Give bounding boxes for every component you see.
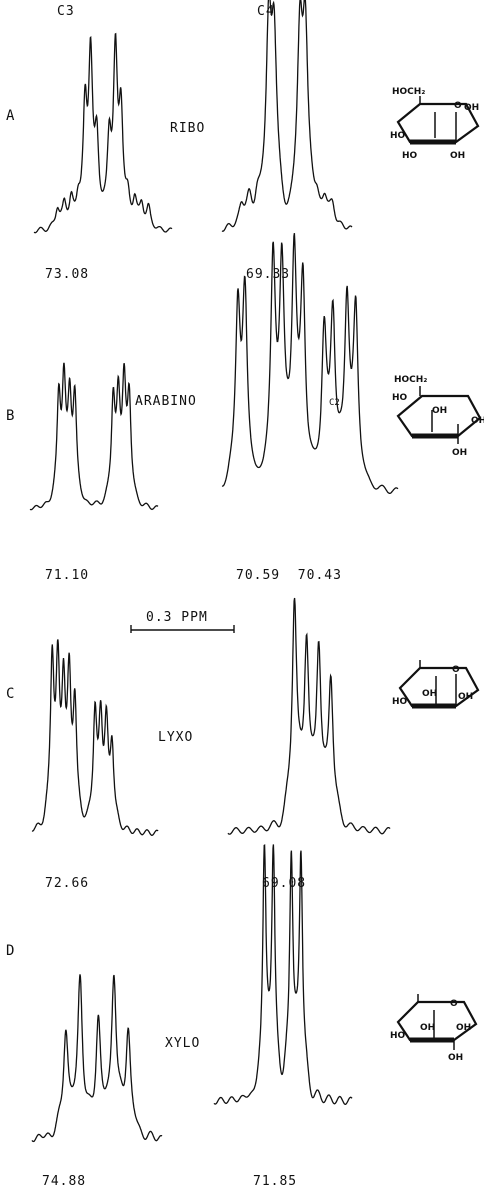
c2-label: C2 (329, 398, 340, 408)
compound-name-lyxo: LYXO (158, 730, 194, 745)
struct-c-ring-o: O (452, 665, 460, 675)
panel-label-c: C (6, 686, 16, 702)
column-header-c4: C4 (257, 4, 275, 19)
compound-name-arabino: ARABINO (135, 394, 197, 409)
c4-shift-b: 70.59 70.43 (236, 568, 342, 583)
c3-shift-c: 72.66 (45, 876, 90, 891)
compound-name-ribo: RIBO (170, 121, 206, 136)
struct-a-b1: HO (402, 151, 418, 161)
struct-a-left: HO (390, 131, 406, 141)
spectrum-c-c4 (227, 597, 391, 835)
c3-shift-d: 74.88 (42, 1174, 87, 1189)
structure-lyxo: O HO OH OH (392, 660, 480, 709)
struct-d-b2: OH (448, 1053, 463, 1063)
structure-ribo: HOCH₂ O OH HO HO OH (390, 87, 480, 161)
scale-bar (130, 625, 235, 633)
struct-a-right: OH (464, 103, 479, 113)
spectrum-a-c4 (221, 0, 353, 232)
struct-b-right: OH (471, 416, 484, 426)
spectrum-d-c3 (31, 974, 163, 1143)
structure-arabino: HOCH₂ HO OH OH OH (392, 375, 484, 458)
spectrum-d-c4 (213, 844, 353, 1105)
column-header-c3: C3 (57, 4, 75, 19)
compound-name-xylo: XYLO (165, 1036, 201, 1051)
struct-c-mid: OH (422, 689, 437, 699)
struct-d-right: OH (456, 1023, 471, 1033)
scale-label: 0.3 PPM (146, 610, 208, 625)
panel-label-b: B (6, 408, 16, 424)
struct-d-mid: OH (420, 1023, 435, 1033)
c4-shift-d: 71.85 (253, 1174, 298, 1189)
c3-shift-a: 73.08 (45, 267, 90, 282)
struct-d-ring-o: O (450, 999, 458, 1009)
spectrum-c-c3 (31, 639, 159, 836)
spectrum-b-c4 (221, 232, 399, 494)
struct-b-left: HO (392, 393, 408, 403)
panel-label-a: A (6, 108, 16, 124)
struct-a-b2: OH (450, 151, 465, 161)
struct-c-left: HO (392, 697, 408, 707)
struct-a-ring-o: O (454, 101, 462, 111)
struct-b-b2: OH (452, 448, 467, 458)
struct-b-top: HOCH₂ (394, 375, 427, 385)
c4-shift-a: 69.33 (246, 267, 291, 282)
struct-c-b2: OH (458, 692, 473, 702)
spectrum-b-c3 (29, 362, 159, 511)
struct-b-mid: OH (432, 406, 447, 416)
spectrum-a-c3 (33, 32, 173, 234)
c3-shift-b: 71.10 (45, 568, 90, 583)
struct-d-left: HO (390, 1031, 406, 1041)
struct-a-top: HOCH₂ (392, 87, 425, 97)
panel-label-d: D (6, 943, 16, 959)
structure-xylo: O HO OH OH OH (390, 994, 478, 1063)
